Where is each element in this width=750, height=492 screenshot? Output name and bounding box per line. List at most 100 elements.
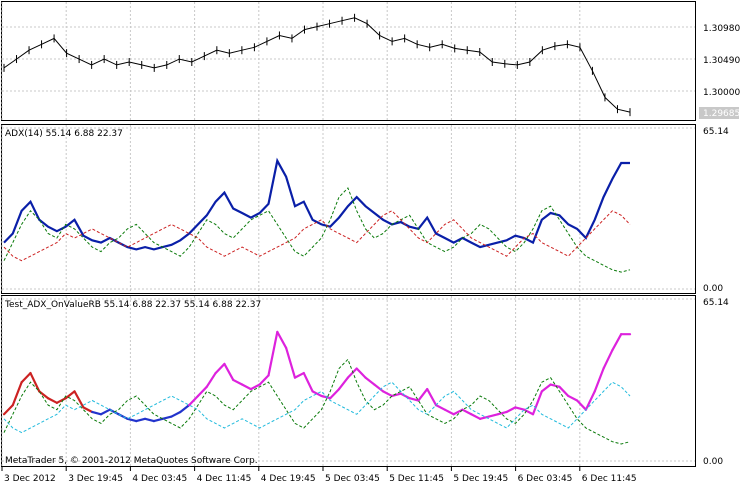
time-axis-label: 4 Dec 03:45 [132,474,187,484]
price-y-tick-2: 1.30490 [703,56,740,66]
adx-segment [11,381,23,407]
adx-segment [240,383,252,391]
adx-segment [346,367,358,379]
adx-series [3,157,631,273]
adx-segment [29,371,41,393]
rb-minus-di-line [3,381,631,434]
adx-segment [91,410,103,416]
price-line [3,17,631,113]
price-y-tick-3: 1.30000 [703,88,740,98]
adx-segment [2,404,14,416]
adx-segment [285,346,297,379]
adx-segment [496,410,508,416]
adx-segment [487,413,499,418]
adx-segment [135,417,147,423]
adx-segment [540,383,552,393]
adx-segment [575,399,588,411]
adx-main-line [3,157,630,251]
adx-segment [584,390,596,411]
minus-di-line [3,210,631,262]
adx-segment [38,390,50,400]
adx-segment [143,417,155,423]
adx-segment [179,404,191,414]
adx-segment [320,394,332,400]
time-axis-label: 5 Dec 19:45 [453,474,508,484]
adx-segment [382,390,394,398]
rb-pane-title: Test_ADX_OnValueRB 55.14 6.88 22.37 55.1… [4,300,261,310]
adx-segment [232,378,244,386]
adx-segment [188,394,200,407]
copyright-text: MetaTrader 5, © 2001-2012 MetaQuotes Sof… [5,456,258,466]
adx-segment [126,417,138,423]
adx-segment [452,408,464,416]
adx-segment [258,374,270,386]
current-price-marker [699,107,739,119]
adx-segment [479,415,491,420]
adx-segment [355,367,367,379]
adx-segment [170,410,182,418]
adx-segment [558,385,570,398]
adx-segment [531,390,543,416]
time-axis-label: 6 Dec 03:45 [518,474,573,484]
adx-segment [337,376,349,391]
adx-segment [73,390,85,409]
adx-segment [549,383,561,388]
adx-segment [152,417,164,423]
time-axis: 3 Dec 2012 3 Dec 19:45 4 Dec 03:45 4 Dec 11… [1,467,637,484]
adx-segment [373,383,385,393]
time-axis-label: 3 Dec 2012 [4,474,56,484]
adx-segment [311,390,323,398]
current-price-label: 1.29685 [703,109,740,119]
adx-segment [426,387,438,407]
adx-segment [82,406,94,414]
adx-segment [364,376,376,386]
adx-segment [214,362,226,375]
adx-segment [161,415,173,420]
time-axis-label: 3 Dec 19:45 [68,474,123,484]
rb-pane-frame [1,295,696,467]
adx-y-min-label: 0.00 [703,284,723,294]
adx-segment [443,408,455,416]
adx-segment [399,392,411,400]
adx-segment [276,330,288,350]
time-axis-label: 5 Dec 03:45 [325,474,380,484]
time-axis-label: 6 Dec 11:45 [582,474,637,484]
adx-pane-frame [1,124,696,294]
adx-segment [302,371,314,393]
adx-segment [46,397,59,404]
adx-segment [205,371,217,388]
adx-segment [408,397,420,402]
adx-segment [514,406,526,411]
adx-segment [329,387,341,400]
adx-segment [470,413,482,420]
time-axis-label: 4 Dec 11:45 [197,474,252,484]
adx-pane-title: ADX(14) 55.14 6.88 22.37 [5,129,123,139]
adx-segment [505,406,517,414]
adx-segment [196,385,208,398]
adx-segment [64,390,76,400]
price-pane-frame [1,1,696,121]
time-axis-label: 4 Dec 19:45 [261,474,316,484]
rb-y-min-label: 0.00 [703,457,723,467]
rb-plus-di-line [3,358,631,445]
price-series [3,13,631,117]
adx-segment [55,397,67,404]
adx-y-max-label: 65.14 [703,127,729,137]
adx-segment [20,371,32,384]
adx-segment [461,408,473,416]
adx-segment [523,408,535,416]
adx-segment [434,404,446,411]
adx-segment [267,330,279,377]
adx-segment [390,392,402,398]
adx-segment [602,349,614,370]
rb-y-max-label: 65.14 [703,298,729,308]
adx-segment [593,367,605,393]
adx-segment [611,333,623,352]
adx-segment [417,387,429,402]
plus-di-line [3,187,631,273]
rb-series [2,330,632,445]
time-axis-label: 5 Dec 11:45 [389,474,444,484]
adx-segment [249,383,261,391]
